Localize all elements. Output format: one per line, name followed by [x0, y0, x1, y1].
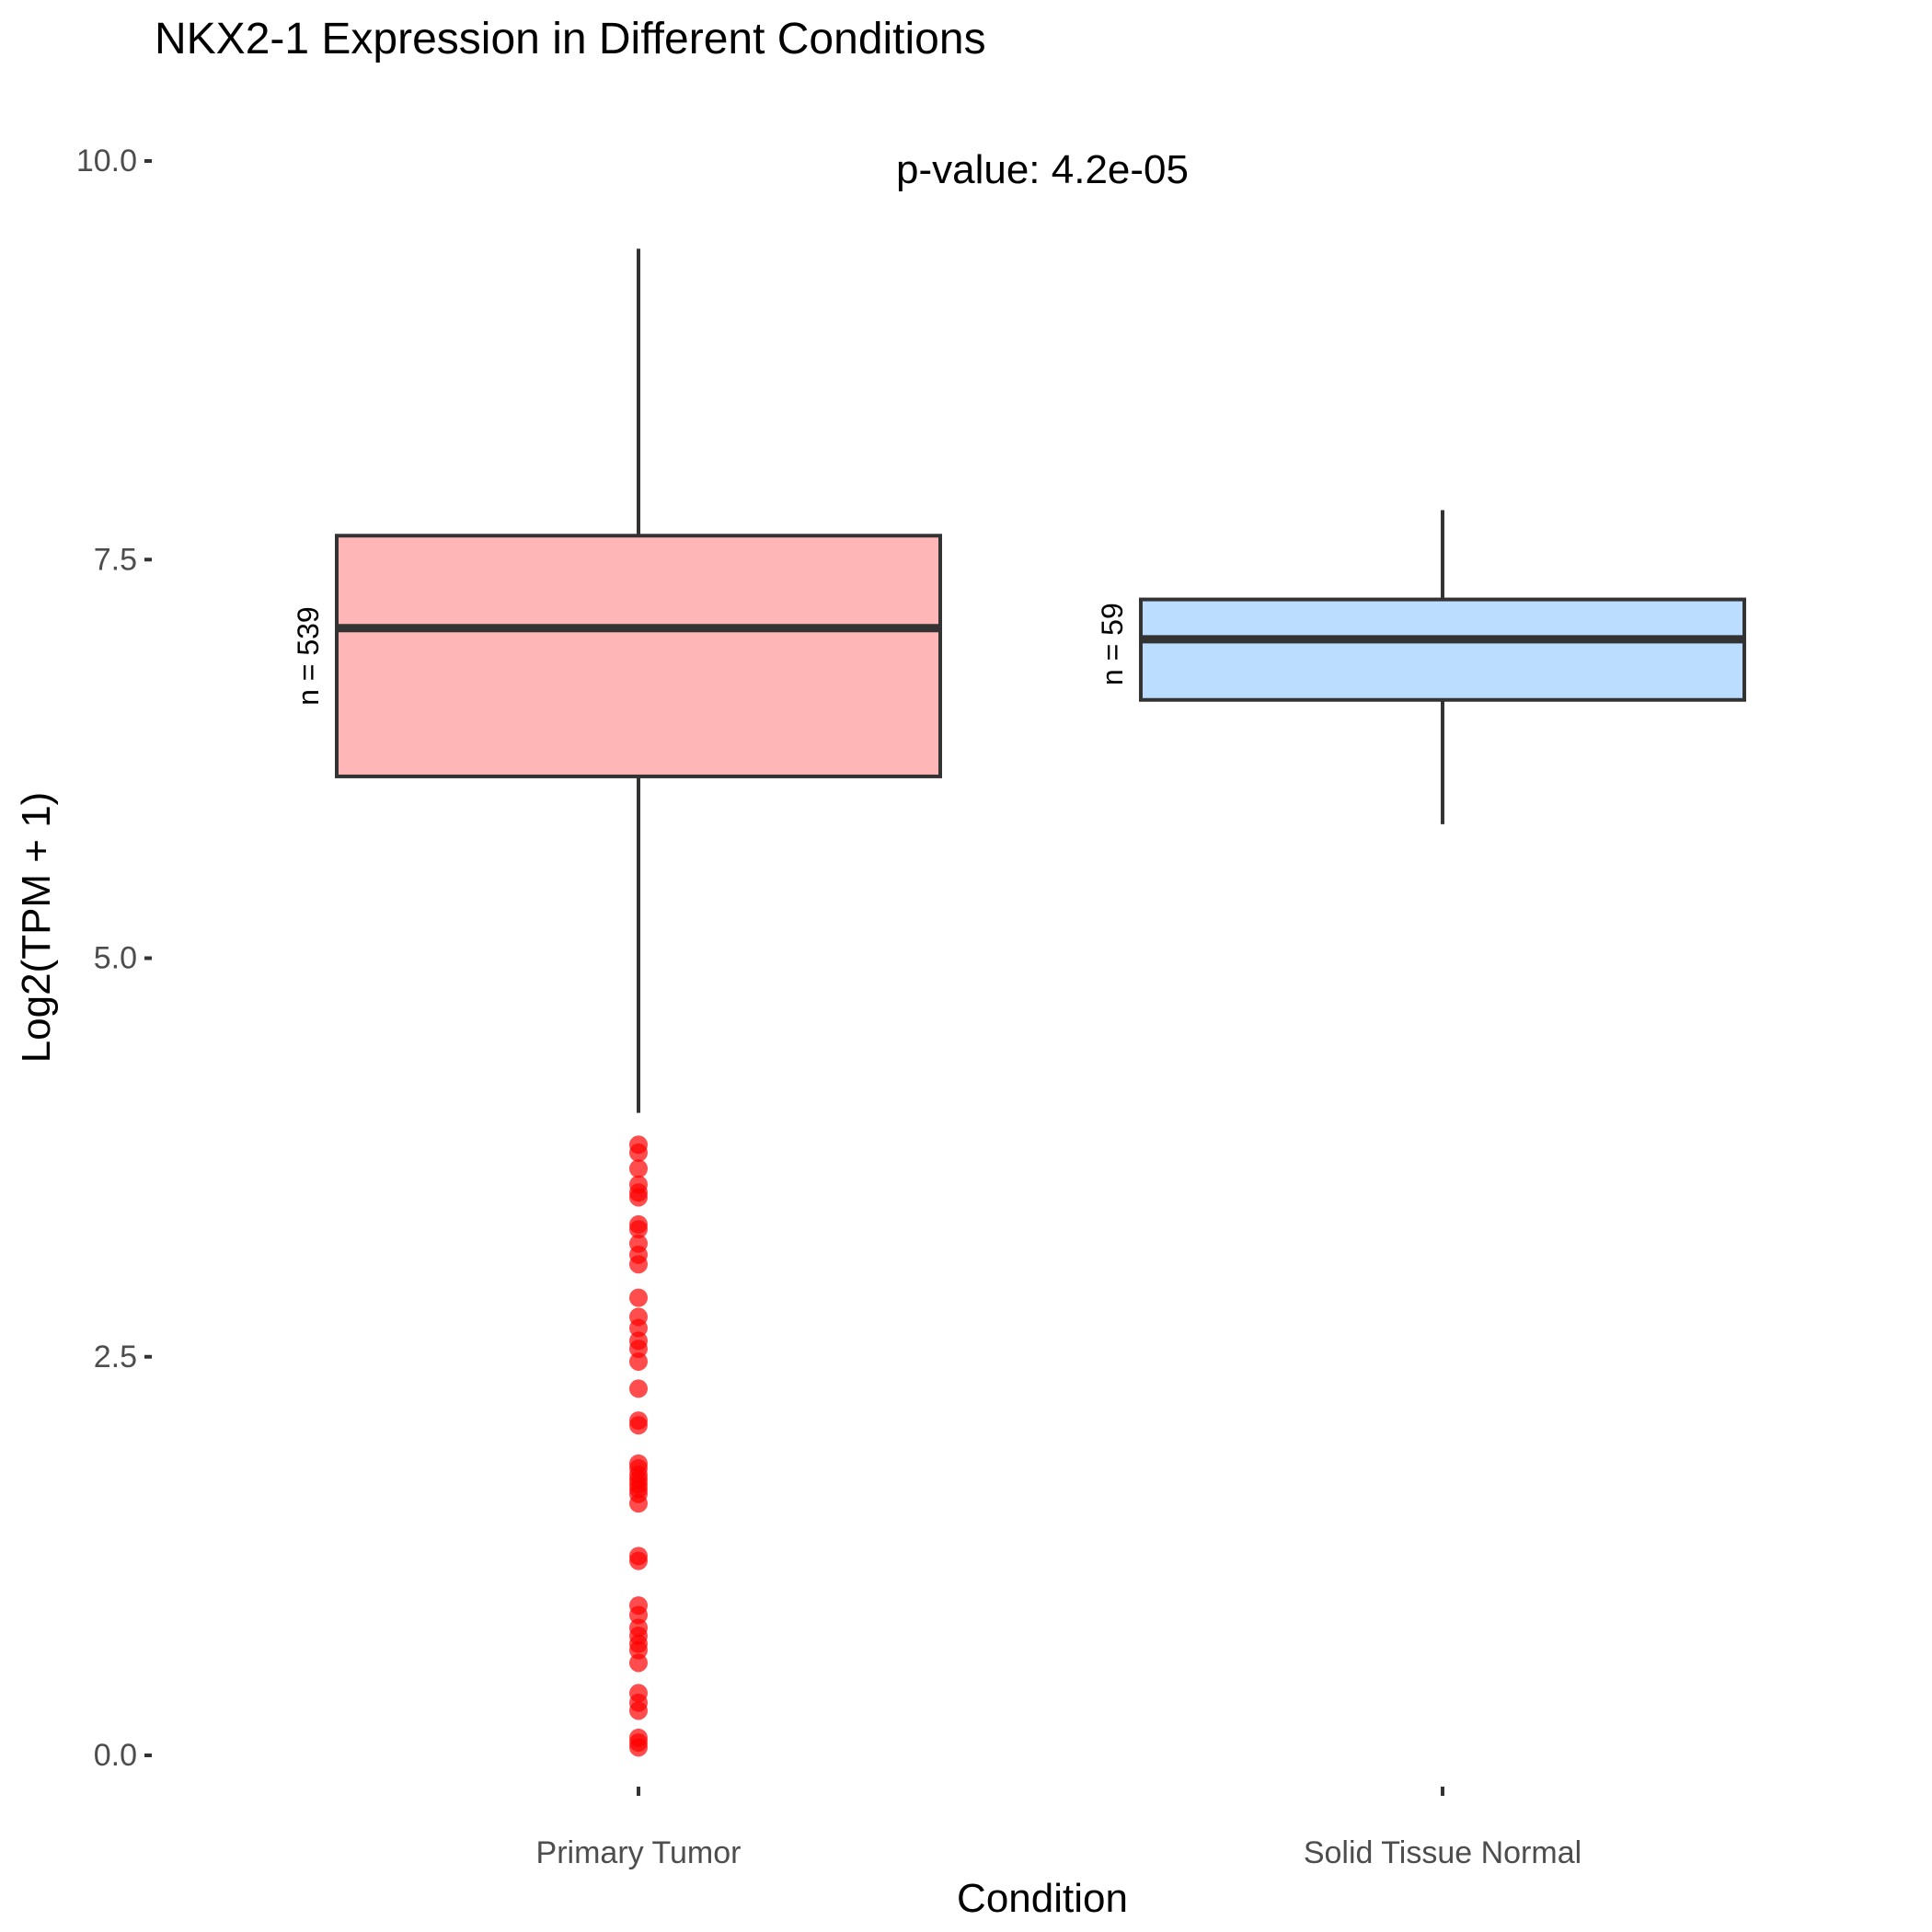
outlier-point [629, 1416, 648, 1435]
iqr-box [335, 534, 942, 778]
outlier-point [629, 1288, 648, 1307]
y-axis-title: Log2(TPM + 1) [14, 792, 59, 1064]
outlier-point [629, 1494, 648, 1513]
x-tick-label-1: Solid Tissue Normal [1304, 1835, 1581, 1870]
outlier-point [629, 1351, 648, 1371]
box-1: n = 59 [1096, 510, 1746, 824]
outlier-point [629, 1640, 648, 1660]
outlier-point [629, 1318, 648, 1338]
chart-title: NKX2-1 Expression in Different Condition… [155, 15, 986, 63]
y-tick-label-0: 0.0 [94, 1738, 137, 1773]
x-tick-label-0: Primary Tumor [536, 1835, 742, 1870]
outlier-point [629, 1379, 648, 1398]
y-tick-label-3: 7.5 [94, 542, 137, 577]
boxes-layer: n = 539 n = 59 [292, 248, 1746, 1113]
y-tick-label-2: 5.0 [94, 941, 137, 976]
outlier-point [629, 1159, 648, 1179]
p-value-annotation: p-value: 4.2e-05 [896, 147, 1189, 192]
outlier-point [629, 1188, 648, 1207]
outliers-layer [629, 1135, 648, 1757]
outlier-point [629, 1551, 648, 1570]
x-axis: Primary Tumor Solid Tissue Normal [536, 1787, 1581, 1870]
y-tick-label-4: 10.0 [76, 144, 137, 178]
outlier-point [629, 1220, 648, 1239]
box-0: n = 539 [292, 248, 942, 1113]
outlier-point [629, 1701, 648, 1720]
count-label: n = 59 [1096, 603, 1129, 685]
y-tick-label-1: 2.5 [94, 1340, 137, 1374]
outlier-point [629, 1143, 648, 1162]
count-label: n = 539 [292, 606, 325, 706]
outlier-point [629, 1255, 648, 1274]
outlier-point [629, 1340, 648, 1359]
outlier-point [629, 1653, 648, 1673]
outlier-point [629, 1605, 648, 1625]
x-axis-title: Condition [957, 1876, 1128, 1921]
iqr-box [1139, 597, 1746, 702]
y-axis: 0.0 2.5 5.0 7.5 10.0 [76, 144, 152, 1773]
outlier-point [629, 1738, 648, 1757]
